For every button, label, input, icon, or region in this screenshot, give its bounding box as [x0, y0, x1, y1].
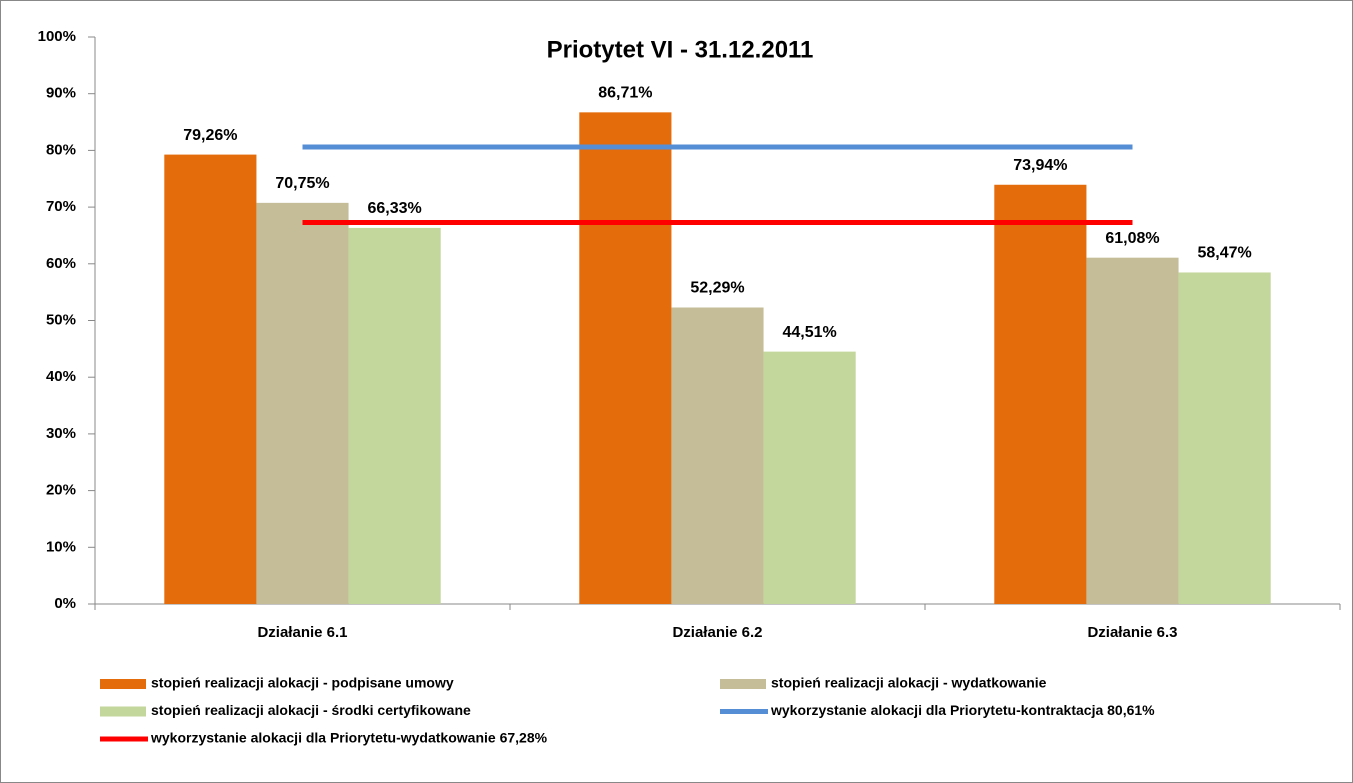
bar: [348, 227, 441, 604]
legend-swatch: [720, 679, 766, 689]
bar-value-label: 44,51%: [782, 324, 836, 341]
bar: [1086, 257, 1179, 604]
y-tick-label: 20%: [46, 482, 76, 499]
legend-label: wykorzystanie alokacji dla Priorytetu-ko…: [770, 702, 1155, 718]
bar: [164, 154, 257, 604]
legend-swatch: [100, 706, 146, 717]
y-tick-label: 40%: [46, 368, 76, 385]
bar: [1178, 272, 1271, 604]
y-tick-label: 90%: [46, 85, 76, 102]
legend-label: stopień realizacji alokacji - środki cer…: [151, 702, 471, 718]
bar-value-label: 61,08%: [1105, 230, 1159, 247]
legend-label: stopień realizacji alokacji - wydatkowan…: [771, 675, 1047, 691]
bar-value-label: 86,71%: [598, 85, 652, 102]
x-tick-label: Działanie 6.1: [257, 624, 347, 641]
bar: [256, 202, 349, 604]
y-tick-label: 10%: [46, 538, 76, 555]
chart-title: Priotytet VI - 31.12.2011: [547, 36, 814, 63]
y-tick-label: 70%: [46, 198, 76, 215]
y-tick-label: 0%: [54, 595, 76, 612]
legend-label: stopień realizacji alokacji - podpisane …: [151, 675, 454, 691]
x-tick-label: Działanie 6.3: [1087, 624, 1177, 641]
bar: [671, 307, 764, 604]
bar-value-label: 66,33%: [367, 200, 421, 217]
bar: [763, 351, 856, 604]
y-tick-label: 60%: [46, 255, 76, 272]
y-tick-label: 80%: [46, 141, 76, 158]
bar-value-label: 70,75%: [275, 175, 329, 192]
bar: [994, 184, 1087, 604]
legend-label: wykorzystanie alokacji dla Priorytetu-wy…: [150, 730, 548, 746]
bar-value-label: 79,26%: [183, 127, 237, 144]
bar-value-label: 73,94%: [1013, 157, 1067, 174]
y-tick-label: 100%: [38, 28, 76, 45]
legend-swatch: [100, 679, 146, 689]
y-tick-label: 50%: [46, 311, 76, 328]
bar-value-label: 52,29%: [690, 280, 744, 297]
bar-value-label: 58,47%: [1197, 245, 1251, 262]
x-tick-label: Działanie 6.2: [672, 624, 762, 641]
y-tick-label: 30%: [46, 425, 76, 442]
bar: [579, 112, 672, 604]
